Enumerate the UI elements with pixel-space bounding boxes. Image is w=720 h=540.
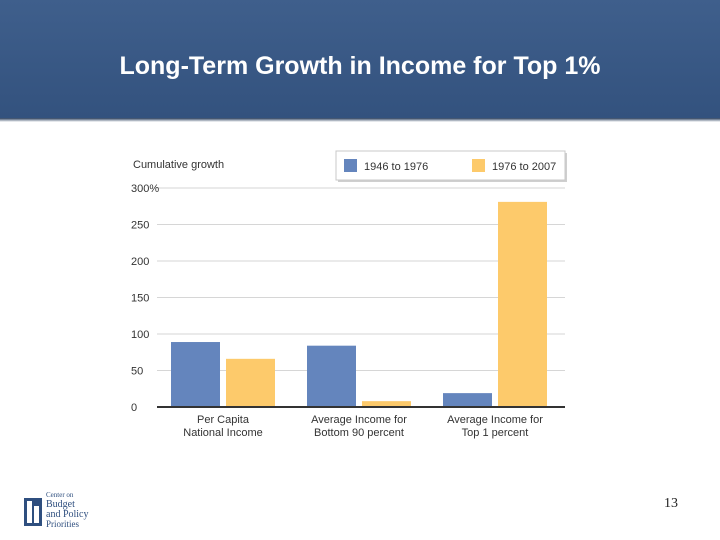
- bar: [362, 401, 411, 407]
- y-tick-label: 200: [131, 256, 149, 268]
- slide-title: Long-Term Growth in Income for Top 1%: [119, 52, 601, 80]
- legend-swatch: [472, 159, 485, 172]
- legend-label: 1976 to 2007: [492, 161, 556, 173]
- x-tick-label: Average Income for Top 1 percent: [447, 414, 543, 439]
- legend-box: [335, 150, 566, 181]
- y-tick-label: 250: [131, 220, 149, 232]
- bar: [498, 201, 547, 407]
- logo-text-line4: Priorities: [46, 519, 79, 529]
- bar: [443, 393, 492, 407]
- logo-text-line3: and Policy: [46, 509, 89, 520]
- header-shadow: [0, 118, 720, 122]
- legend-swatch: [344, 159, 357, 172]
- y-tick-label: 100: [131, 329, 149, 341]
- y-tick-label: 0: [131, 402, 137, 414]
- cbpp-logo: Center on Budget and Policy Priorities: [22, 490, 102, 530]
- y-tick-label: 50: [131, 366, 143, 378]
- x-tick-label: Per Capita National Income: [183, 414, 263, 439]
- logo-text-line2: Budget: [46, 499, 75, 510]
- logo-text-line1: Center on: [46, 491, 74, 499]
- logo-mark-icon: [24, 498, 42, 526]
- bar: [307, 345, 356, 407]
- slide-header: [0, 0, 720, 118]
- x-tick-label: Average Income for Bottom 90 percent: [311, 414, 407, 439]
- page-number: 13: [664, 496, 678, 511]
- legend-label: 1946 to 1976: [364, 161, 428, 173]
- y-tick-label: 300%: [131, 183, 159, 195]
- bar: [226, 358, 275, 407]
- y-tick-label: 150: [131, 293, 149, 305]
- y-axis-title: Cumulative growth: [133, 159, 224, 171]
- bar: [171, 342, 220, 407]
- bar-chart: Cumulative growth 0 50 100 150 200 250 300% Per …: [131, 150, 567, 439]
